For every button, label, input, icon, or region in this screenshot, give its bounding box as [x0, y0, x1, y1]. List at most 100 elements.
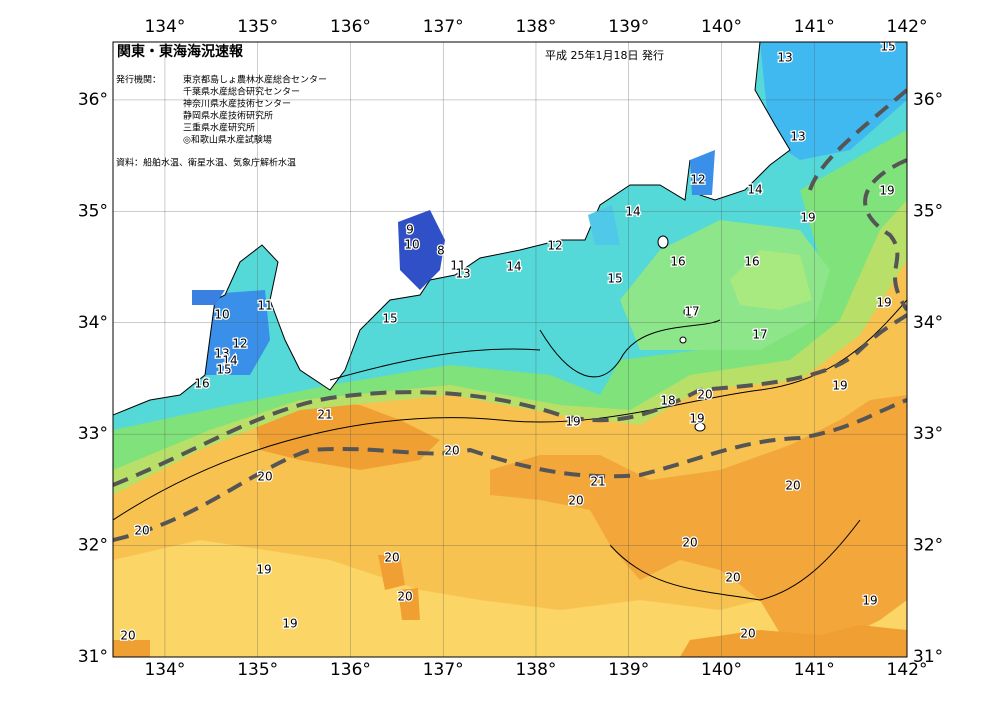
sea-zone — [760, 42, 907, 160]
contour-label: 13 — [455, 267, 470, 281]
lon-label: 137° — [423, 660, 464, 680]
island — [657, 235, 669, 249]
contour-label: 20 — [740, 627, 755, 641]
lon-label: 135° — [237, 660, 278, 680]
lat-label: 36° — [78, 90, 108, 110]
island — [683, 306, 697, 318]
graticule — [113, 42, 907, 657]
contour-label: 16 — [744, 255, 759, 269]
contour-label: 17 — [752, 328, 767, 342]
bay — [690, 150, 715, 195]
publisher: 神奈川県水産技術センター — [183, 98, 291, 110]
contour-line — [539, 319, 721, 378]
contour-label: 19 — [879, 184, 894, 198]
contour-label: 19 — [862, 594, 877, 608]
kuroshio-path — [113, 313, 907, 487]
lon-label: 138° — [515, 660, 556, 680]
contour-label: 13 — [777, 51, 792, 65]
contour-label: 10 — [214, 308, 229, 322]
lon-label: 142° — [887, 17, 928, 37]
lat-label: 32° — [78, 536, 108, 556]
contour-label: 12 — [547, 239, 562, 253]
lat-label: 31° — [78, 647, 108, 667]
sources: 資料：船舶水温、衛星水温、気象庁解析水温 — [116, 157, 296, 169]
contour-label: 19 — [800, 211, 815, 225]
lon-label: 141° — [794, 660, 835, 680]
lat-label: 35° — [913, 201, 943, 221]
lon-label: 139° — [608, 660, 649, 680]
contour-label: 14 — [506, 260, 521, 274]
lat-label: 33° — [913, 424, 943, 444]
contour-label: 19 — [565, 415, 580, 429]
contour-label: 21 — [317, 408, 332, 422]
publisher: 三重県水産研究所 — [183, 122, 255, 134]
lon-label: 136° — [330, 17, 371, 37]
issue-date: 平成 25年1月18日 発行 — [545, 48, 664, 62]
lat-label: 36° — [913, 90, 943, 110]
contour-label: 19 — [876, 296, 891, 310]
bay — [192, 290, 225, 305]
lon-label: 138° — [515, 17, 556, 37]
islands — [657, 235, 706, 432]
land — [113, 42, 791, 416]
contour-label: 19 — [689, 412, 704, 426]
contour-label: 19 — [256, 563, 271, 577]
lon-label: 134° — [144, 17, 185, 37]
lon-label: 136° — [330, 660, 371, 680]
contour-label: 19 — [832, 379, 847, 393]
contour-label: 14 — [747, 183, 762, 197]
publisher: 静岡県水産技術研究所 — [183, 110, 273, 122]
kuroshio-path — [808, 88, 907, 191]
lon-label: 137° — [423, 17, 464, 37]
publisher: 東京都島しょ農林水産総合センター — [183, 74, 327, 86]
publishers: 東京都島しょ農林水産総合センター千葉県水産総合研究センター神奈川県水産技術センタ… — [183, 74, 327, 146]
lat-label: 32° — [913, 536, 943, 556]
lat-label: 35° — [78, 201, 108, 221]
lon-label: 142° — [887, 660, 928, 680]
sea-zone — [490, 395, 907, 650]
contour-line — [329, 348, 541, 381]
contour-label: 19 — [282, 617, 297, 631]
kuroshio-path — [863, 158, 907, 312]
contour-label: 12 — [232, 337, 247, 351]
lon-label: 134° — [144, 660, 185, 680]
lat-label: 34° — [78, 313, 108, 333]
frame — [112, 41, 908, 658]
contour-label: 18 — [660, 394, 675, 408]
lat-label: 31° — [913, 647, 943, 667]
lon-label: 135° — [237, 17, 278, 37]
contour-label: 20 — [568, 494, 583, 508]
contour-label: 15 — [880, 40, 895, 54]
contour-label: 20 — [725, 571, 740, 585]
title: 関東・東海海況速報 — [117, 43, 244, 60]
contour-label: 9 — [406, 223, 414, 237]
lon-label: 140° — [701, 660, 742, 680]
lat-label: 33° — [78, 424, 108, 444]
contour-label: 12 — [690, 173, 705, 187]
kuroshio-path — [113, 398, 907, 542]
contour-label: 15 — [216, 363, 231, 377]
lon-label: 141° — [794, 17, 835, 37]
lon-label: 140° — [701, 17, 742, 37]
island — [694, 422, 706, 432]
contour-label: 20 — [682, 536, 697, 550]
publisher: ◎和歌山県水産試験場 — [183, 134, 272, 146]
contour-label: 20 — [120, 629, 135, 643]
contour-label: 8 — [437, 244, 445, 258]
contour-label: 17 — [684, 305, 699, 319]
contour-label: 13 — [214, 347, 229, 361]
contour-label: 20 — [384, 551, 399, 565]
contour-label: 10 — [404, 238, 419, 252]
sea-zone — [730, 250, 812, 310]
axis-labels: 134° 134° 135° 135° 136° 136° 137° 137° 138° 138°… — [78, 17, 943, 680]
contour-label: 13 — [790, 130, 805, 144]
contour-label: 21 — [590, 475, 605, 489]
kuroshio — [113, 88, 907, 542]
contour-label: 20 — [397, 590, 412, 604]
contour-label: 15 — [382, 312, 397, 326]
lon-label: 139° — [608, 17, 649, 37]
contour-label: 14 — [222, 354, 237, 368]
contour-label: 14 — [625, 205, 640, 219]
